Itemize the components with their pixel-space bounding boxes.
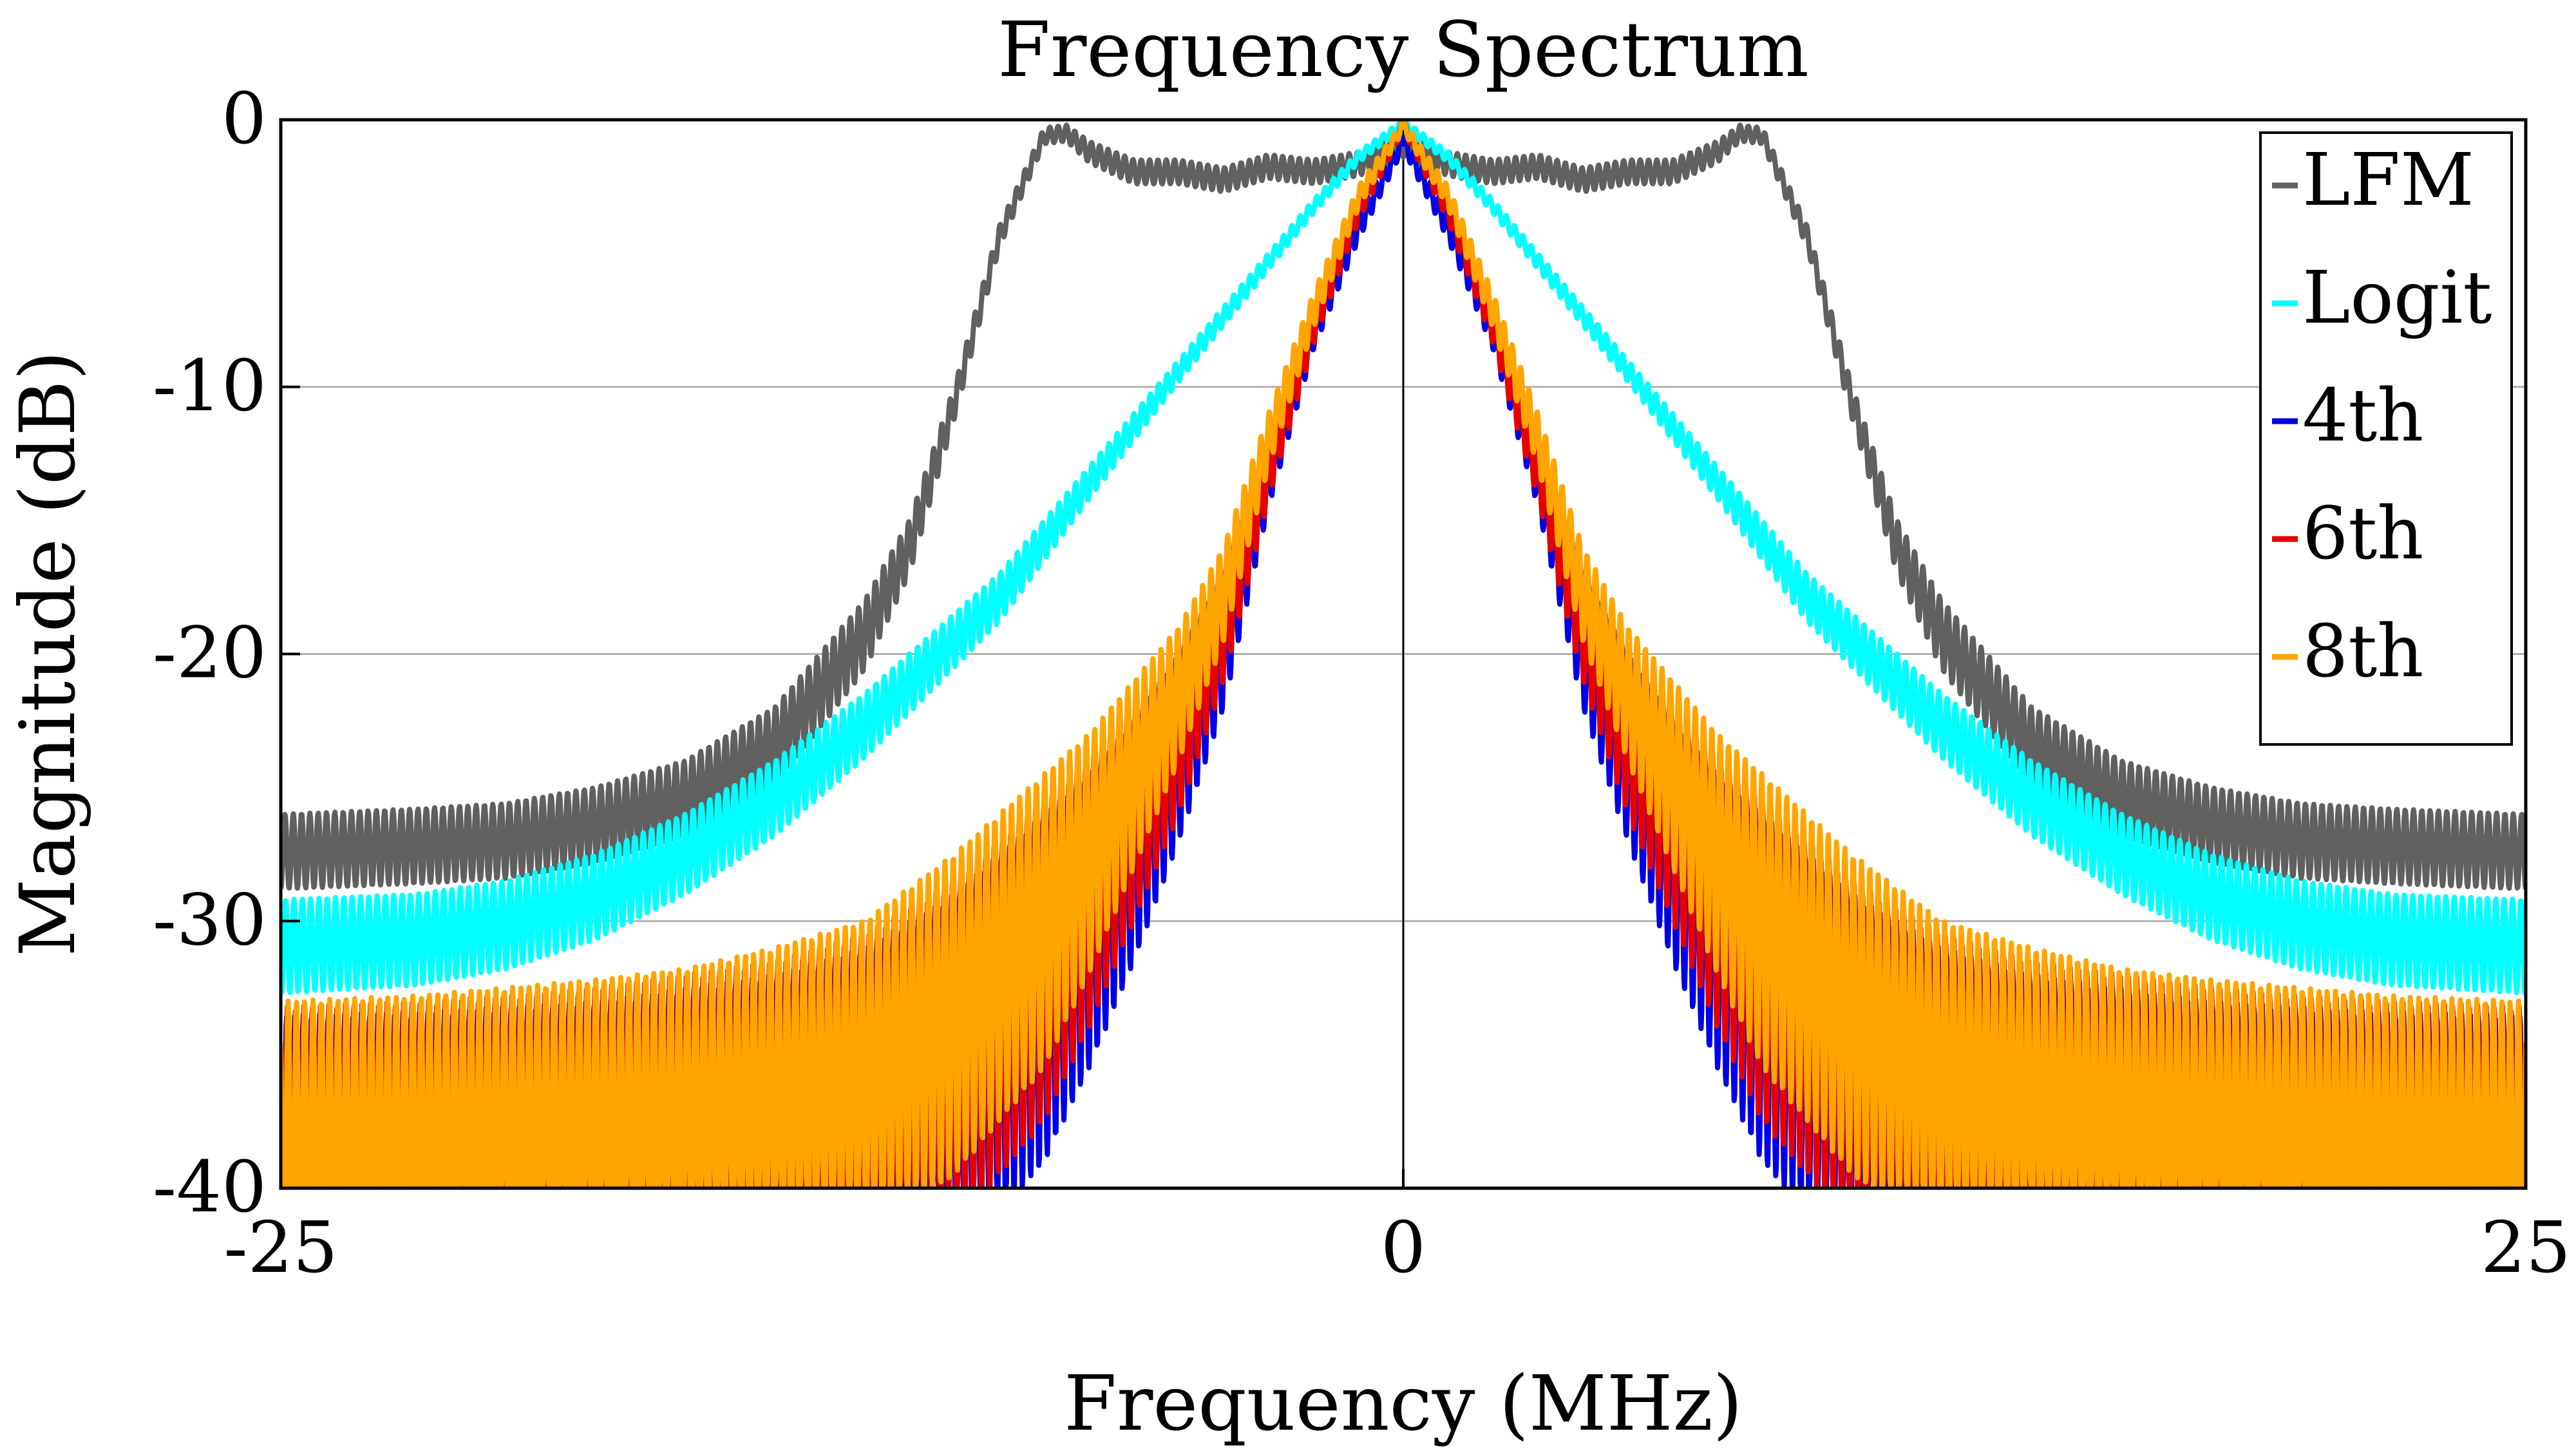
y-tick-label: -40 bbox=[153, 1146, 267, 1228]
x-tick-label: 0 bbox=[1381, 1206, 1426, 1289]
y-tick-label: -20 bbox=[153, 612, 267, 694]
y-tick-label: -10 bbox=[153, 345, 267, 427]
legend-label: Logit bbox=[2302, 256, 2492, 340]
y-axis-label: Magnitude (dB) bbox=[3, 350, 92, 956]
x-tick-label: -25 bbox=[223, 1206, 337, 1289]
legend: LFM Logit 4th 6th 8th bbox=[2259, 131, 2513, 746]
legend-box bbox=[2259, 131, 2513, 746]
legend-label: 6th bbox=[2302, 492, 2423, 576]
y-tick-label: 0 bbox=[222, 77, 267, 160]
y-tick-label: -30 bbox=[153, 878, 267, 961]
x-axis-label: Frequency (MHz) bbox=[1064, 1359, 1743, 1448]
legend-label: 8th bbox=[2302, 610, 2423, 694]
chart-title: Frequency Spectrum bbox=[998, 5, 1809, 94]
x-tick-label: 25 bbox=[2481, 1206, 2571, 1289]
legend-label: LFM bbox=[2302, 138, 2474, 222]
axis-ticks: 0 -10 -20 -30 -40-25 0 25 bbox=[153, 77, 2571, 1289]
legend-label: 4th bbox=[2302, 374, 2423, 458]
